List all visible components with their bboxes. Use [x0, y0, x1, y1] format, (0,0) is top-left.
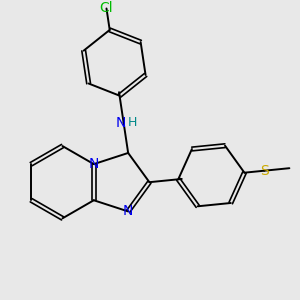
Text: N: N	[123, 204, 133, 218]
Text: N: N	[88, 157, 99, 171]
Text: N: N	[116, 116, 126, 130]
Text: S: S	[260, 164, 268, 178]
Text: H: H	[128, 116, 137, 129]
Text: Cl: Cl	[100, 2, 113, 16]
